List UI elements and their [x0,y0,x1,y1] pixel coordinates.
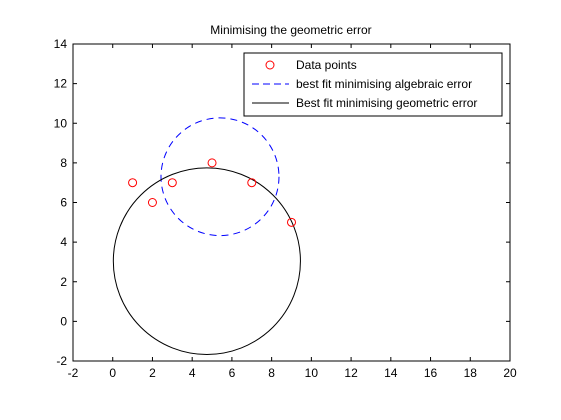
x-axis: -2 0 2 4 6 8 10 12 14 16 18 20 [68,44,517,380]
y-axis: -2 0 2 4 6 8 10 12 14 [54,37,510,368]
x-tick-label: 4 [189,366,196,380]
data-point [147,198,157,207]
legend-entry: Best fit minimising geometric error [296,96,477,110]
y-tick-label: -2 [56,354,67,368]
x-tick-label: 6 [229,366,236,380]
x-tick-label: 10 [305,366,319,380]
x-tick-label: 18 [464,366,478,380]
x-tick-label: 8 [268,366,275,380]
y-tick-label: 4 [60,235,67,249]
data-point [128,178,138,188]
geometric-fit-circle [112,167,301,355]
legend-entry: best fit minimising algebraic error [296,77,472,91]
legend-entry: Data points [296,58,357,72]
y-tick-label: 2 [60,275,67,289]
algebraic-fit-circle [160,117,280,237]
legend-marker-icon [265,60,275,70]
data-point [207,158,217,168]
x-tick-label: -2 [68,366,79,380]
y-tick-label: 0 [60,314,67,328]
x-tick-label: 16 [424,366,438,380]
data-point [167,178,177,188]
y-tick-label: 8 [60,156,67,170]
chart-title: Minimising the geometric error [210,23,371,37]
data-point [247,178,257,188]
x-tick-label: 14 [384,366,398,380]
x-tick-label: 0 [109,366,116,380]
y-tick-label: 12 [54,77,68,91]
y-tick-label: 6 [60,196,67,210]
x-tick-label: 12 [344,366,358,380]
legend: Data points best fit minimising algebraic… [243,52,503,117]
x-tick-label: 20 [503,366,517,380]
x-tick-label: 2 [149,366,156,380]
y-tick-label: 10 [54,116,68,130]
data-point [287,217,296,227]
y-tick-label: 14 [54,37,68,51]
